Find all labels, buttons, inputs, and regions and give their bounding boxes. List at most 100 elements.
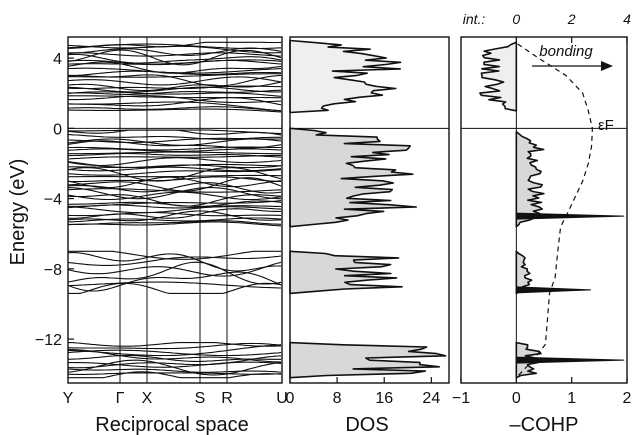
cohp-x-tick-label: −1 [452,390,470,407]
band-line [68,89,282,95]
band-line [67,154,282,160]
cohp-spike [516,286,592,294]
band-line [67,134,281,140]
dos-x-tick-label: 8 [333,390,342,407]
band-line [67,177,282,192]
cohp-frame [460,36,628,384]
cohp-region [515,131,545,228]
band-line [67,271,282,292]
band-line [67,206,282,214]
band-line [67,194,282,207]
dos-frame [289,36,450,384]
cohp-curves [461,37,627,383]
band-line [68,151,281,155]
cohp-top-tick-label: 2 [567,11,576,27]
band-line [68,250,281,260]
band-line [67,81,282,92]
band-line [68,152,282,158]
band-line [67,188,282,193]
ticks: 40−4−8−12Y Γ X S R U0 8 16 24 −1 0 1 20 2 4 [35,11,632,407]
y-tick-label: −12 [35,332,62,349]
band-line [67,221,282,227]
cohp-spike [516,212,625,220]
cohp-top-tick-label: 0 [512,11,520,27]
k-point-label: R [221,390,233,407]
band-line [67,169,282,176]
cohp-x-tick-label: 0 [512,390,521,407]
band-line [67,261,282,285]
band-line [67,355,282,369]
band-line [67,210,282,222]
y-tick-label: 4 [53,51,62,68]
band-line [67,59,282,65]
band-line [68,101,282,112]
band-line [67,167,282,182]
band-line [67,106,282,112]
dos-peak [289,127,417,228]
band-line [67,344,282,357]
band-line [67,252,282,272]
band-line [67,53,282,64]
band-curves [67,37,282,383]
cohp-x-tick-label: 2 [623,390,632,407]
band-line [68,208,282,219]
band-line [68,129,282,135]
band-line [67,97,282,107]
band-line [68,95,282,99]
cohp-top-tick-label: 4 [623,11,631,27]
band-line [67,41,282,49]
fermi-annotation: εF [598,117,614,134]
cohp-spike [516,356,625,364]
band-line [67,255,282,266]
band-line [67,281,282,289]
k-point-label: X [142,390,153,407]
y-tick-label: −8 [44,262,62,279]
integrated-cohp-line [515,43,594,379]
band-line [68,146,281,151]
band-line [67,85,282,90]
band-line [67,368,282,373]
band-line [67,261,282,277]
band-line [68,371,282,379]
band-line [67,174,281,178]
dos-peak [289,341,447,379]
k-point-label: Y [63,390,74,407]
band-line [67,161,282,169]
band-line [67,76,282,86]
band-line [67,166,282,172]
band-line [68,108,282,113]
cohp-xlabel: –COHP [510,414,579,435]
band-ylabel: Energy (eV) [7,159,29,266]
band-line [67,349,282,357]
band-line [67,61,282,74]
band-line [67,49,282,66]
dos-xlabel: DOS [345,414,388,435]
band-line [68,282,282,294]
frames [67,36,628,384]
band-line [68,372,282,375]
k-point-label: Γ [116,390,125,407]
dos-x-tick-label: 0 [286,390,295,407]
band-line [68,73,281,78]
band-line [68,361,282,368]
band-xlabel: Reciprocal space [95,414,248,435]
band-line [67,148,282,153]
cohp-top-label: int.: [463,11,486,27]
band-line [67,91,282,97]
dos-x-tick-label: 16 [375,390,393,407]
band-line [67,191,282,201]
k-point-label: U [276,390,288,407]
bonding-annotation: bonding [539,43,593,60]
y-tick-label: 0 [53,121,62,138]
band-line [68,200,282,207]
band-line [68,342,282,347]
k-point-label: S [195,390,206,407]
dos-x-tick-label: 24 [422,390,440,407]
band-line [68,220,282,225]
cohp-x-tick-label: 1 [567,390,576,407]
cohp-region [479,41,518,112]
bonding-arrowhead [601,61,613,71]
band-line [67,187,281,200]
band-line [67,176,282,189]
